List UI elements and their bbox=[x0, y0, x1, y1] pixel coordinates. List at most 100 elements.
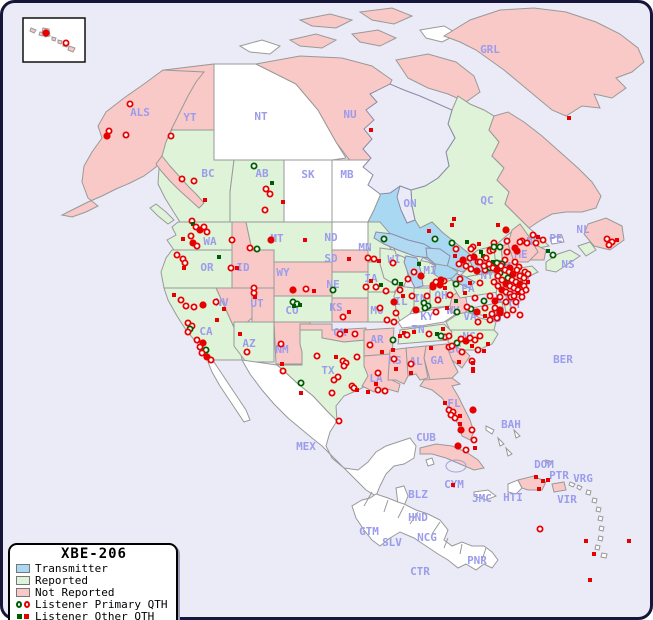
legend-box: XBE-206 Transmitter Reported Not Reported L… bbox=[8, 543, 178, 620]
listener-dot-rp bbox=[374, 369, 382, 377]
listener-dot-ro bbox=[412, 330, 416, 334]
listener-dot-rp bbox=[396, 286, 404, 294]
listener-primary-qth-icon bbox=[16, 601, 30, 608]
listener-dot-rp bbox=[605, 241, 613, 249]
listener-dot-rp bbox=[390, 318, 398, 326]
label-MN: MN bbox=[358, 241, 371, 254]
hawaii-islands bbox=[29, 27, 76, 53]
listener-dot-rp bbox=[389, 259, 397, 267]
listener-dot-rp bbox=[513, 266, 521, 274]
label-ID: ID bbox=[236, 261, 250, 274]
listener-dot-go bbox=[465, 240, 469, 244]
listener-dot-ro bbox=[443, 286, 447, 290]
listener-dot-ro bbox=[303, 238, 307, 242]
listener-dot-ro bbox=[235, 266, 239, 270]
listener-dot-ro bbox=[391, 348, 395, 352]
listener-dot-rp bbox=[467, 245, 475, 253]
listener-dot-rp bbox=[122, 131, 130, 139]
region-MEX bbox=[241, 359, 417, 497]
listener-dot-ro bbox=[281, 200, 285, 204]
listener-dot-rp bbox=[407, 360, 415, 368]
label-CTR: CTR bbox=[410, 565, 430, 578]
listener-dot-gp bbox=[437, 332, 445, 340]
listener-dot-rp bbox=[190, 177, 198, 185]
listener-dot-rb bbox=[470, 253, 478, 261]
reported-swatch-icon bbox=[16, 576, 30, 585]
label-VA: VA bbox=[463, 310, 477, 323]
listener-dot-rp bbox=[351, 330, 359, 338]
region-OR bbox=[160, 249, 233, 289]
label-NT: NT bbox=[254, 110, 268, 123]
region-CUB bbox=[419, 443, 485, 471]
label-SD: SD bbox=[324, 252, 338, 265]
listener-dot-rp bbox=[471, 336, 479, 344]
listener-dot-rb bbox=[491, 297, 499, 305]
label-KY: KY bbox=[420, 310, 434, 323]
listener-dot-rp bbox=[173, 251, 181, 259]
listener-dot-ro bbox=[471, 361, 475, 365]
listener-dot-ro bbox=[299, 391, 303, 395]
listener-dot-rb bbox=[473, 267, 481, 275]
listener-dot-rp bbox=[410, 268, 418, 276]
island-shape bbox=[395, 53, 481, 103]
label-FL: FL bbox=[447, 397, 461, 410]
listener-dot-go bbox=[217, 255, 221, 259]
listener-dot-rp bbox=[498, 276, 506, 284]
map-extra-shape bbox=[149, 203, 175, 225]
label-SK: SK bbox=[301, 168, 315, 181]
listener-dot-ro bbox=[238, 332, 242, 336]
listener-dot-rp bbox=[490, 278, 498, 286]
label-BLZ: BLZ bbox=[408, 488, 428, 501]
listener-dot-rp bbox=[481, 304, 489, 312]
listener-dot-rb bbox=[390, 298, 398, 306]
listener-dot-rp bbox=[496, 293, 504, 301]
listener-dot-rp bbox=[184, 328, 192, 336]
listener-dot-ro bbox=[334, 355, 338, 359]
listener-dot-ro bbox=[536, 235, 540, 239]
legend-label: Transmitter bbox=[35, 562, 108, 575]
label-TN: TN bbox=[411, 323, 424, 336]
label-HND: HND bbox=[408, 511, 428, 524]
listener-dot-ro bbox=[453, 254, 457, 258]
listener-dot-go bbox=[298, 303, 302, 307]
listener-dot-ro bbox=[452, 217, 456, 221]
label-IA: IA bbox=[364, 272, 378, 285]
listener-dot-ro bbox=[567, 116, 571, 120]
listener-dot-rp bbox=[228, 236, 236, 244]
listener-dot-rb bbox=[496, 306, 504, 314]
region-NS bbox=[545, 249, 581, 273]
listener-dot-rp bbox=[182, 302, 190, 310]
listener-dot-rp bbox=[178, 175, 186, 183]
listener-dot-rp bbox=[462, 262, 470, 270]
listener-dot-ro bbox=[347, 310, 351, 314]
listener-dot-rp bbox=[476, 258, 484, 266]
listener-dot-gp bbox=[549, 251, 557, 259]
listener-dot-rp bbox=[536, 525, 544, 533]
label-NL: NL bbox=[576, 223, 590, 236]
listener-dot-go bbox=[454, 299, 458, 303]
listener-dot-rp bbox=[503, 311, 511, 319]
listener-dot-rp bbox=[177, 296, 185, 304]
legend-item-transmitter: Transmitter bbox=[16, 562, 172, 575]
label-KS: KS bbox=[329, 301, 342, 314]
listener-dot-go bbox=[270, 181, 274, 185]
label-MI: MI bbox=[423, 264, 436, 277]
listener-dot-ro bbox=[445, 306, 449, 310]
listener-dot-gp bbox=[448, 239, 456, 247]
label-TX: TX bbox=[321, 364, 335, 377]
listener-dot-ro bbox=[374, 382, 378, 386]
listener-dot-rb bbox=[289, 286, 297, 294]
listener-dot-rp bbox=[62, 39, 70, 47]
listener-dot-rp bbox=[603, 235, 611, 243]
listener-dot-rb bbox=[412, 306, 420, 314]
listener-dot-rp bbox=[381, 387, 389, 395]
label-UT: UT bbox=[250, 297, 264, 310]
listener-dot-rp bbox=[474, 346, 482, 354]
label-NE: NE bbox=[326, 278, 339, 291]
label-VIR: VIR bbox=[557, 493, 577, 506]
label-PTR: PTR bbox=[549, 469, 569, 482]
label-QC: QC bbox=[480, 194, 493, 207]
listener-dot-ro bbox=[380, 350, 384, 354]
listener-dot-rp bbox=[390, 355, 398, 363]
